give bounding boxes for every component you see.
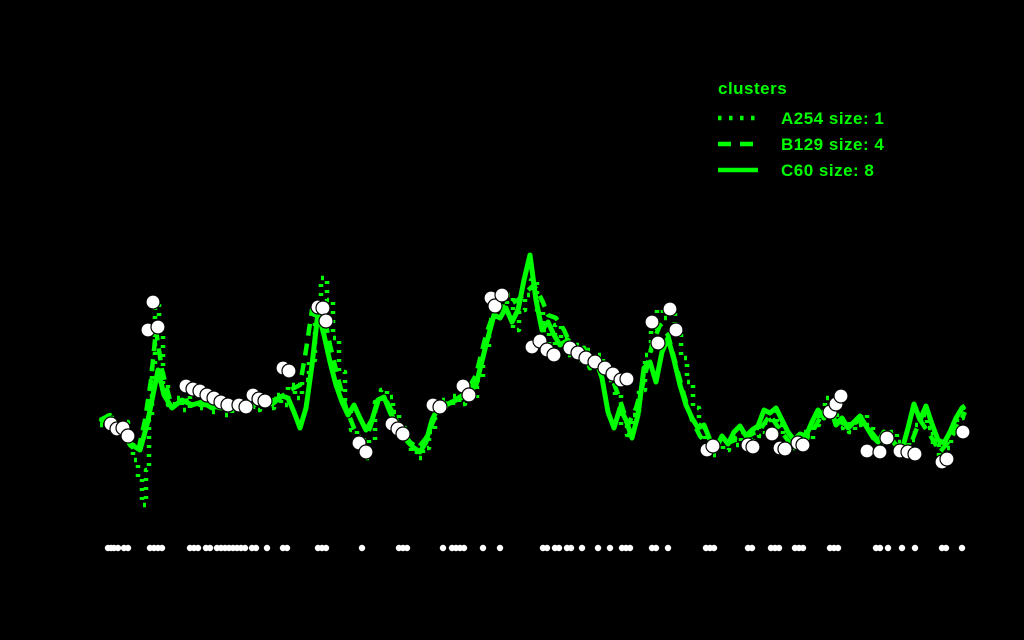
data-point [662, 301, 678, 317]
rug-dot [479, 544, 487, 552]
rug-dot [884, 544, 892, 552]
rug-dot [124, 544, 132, 552]
rug-dot [543, 544, 551, 552]
data-point [907, 446, 923, 462]
rug-dot [834, 544, 842, 552]
rug-dot [252, 544, 260, 552]
legend-item-b129: B129 size: 4 [716, 131, 884, 157]
rug-dot [114, 544, 122, 552]
data-point [494, 287, 510, 303]
rug-dot [799, 544, 807, 552]
rug-dot [194, 544, 202, 552]
data-point [281, 363, 297, 379]
rug-dot [358, 544, 366, 552]
data-point [872, 444, 888, 460]
legend-item-label: A254 size: 1 [781, 108, 885, 128]
rug-dot [206, 544, 214, 552]
data-point [619, 371, 635, 387]
data-point [644, 314, 660, 330]
data-point [777, 441, 793, 457]
data-point [795, 437, 811, 453]
rug-dot [241, 544, 249, 552]
rug-dot [555, 544, 563, 552]
data-point [546, 347, 562, 363]
rug-dot [748, 544, 756, 552]
data-point [120, 428, 136, 444]
legend-item-label: B129 size: 4 [781, 134, 885, 154]
data-point [764, 426, 780, 442]
rug-dot [439, 544, 447, 552]
data-point [955, 424, 971, 440]
dotted-line-key-icon [718, 115, 758, 121]
data-point [318, 313, 334, 329]
rug-layer [104, 544, 966, 552]
rug-dot [710, 544, 718, 552]
data-point [879, 430, 895, 446]
data-point [358, 444, 374, 460]
series-layer [98, 252, 968, 508]
rug-dot [496, 544, 504, 552]
rug-dot [403, 544, 411, 552]
rug-dot [626, 544, 634, 552]
data-point [705, 438, 721, 454]
rug-dot [322, 544, 330, 552]
data-point [859, 443, 875, 459]
legend: clusters A254 size: 1 B129 size: 4 C60 s… [716, 80, 884, 183]
data-point [487, 298, 503, 314]
rug-dot [775, 544, 783, 552]
legend-item-a254: A254 size: 1 [716, 105, 884, 131]
data-point [395, 426, 411, 442]
rug-dot [460, 544, 468, 552]
data-point [833, 388, 849, 404]
data-point [238, 399, 254, 415]
data-point [257, 393, 273, 409]
data-point [150, 319, 166, 335]
rug-dot [958, 544, 966, 552]
rug-dot [664, 544, 672, 552]
data-point [668, 322, 684, 338]
data-point [432, 399, 448, 415]
series-line-a254 [100, 275, 966, 508]
rug-dot [283, 544, 291, 552]
legend-title: clusters [718, 79, 788, 98]
rug-dot [911, 544, 919, 552]
rug-dot [898, 544, 906, 552]
solid-line-key-icon [718, 167, 758, 173]
data-point [650, 335, 666, 351]
scatter-layer [103, 287, 971, 470]
data-point [461, 387, 477, 403]
rug-dot [567, 544, 575, 552]
rug-dot [158, 544, 166, 552]
data-point [315, 300, 331, 316]
rug-dot [606, 544, 614, 552]
rug-dot [594, 544, 602, 552]
legend-item-label: C60 size: 8 [781, 160, 875, 180]
data-point [939, 451, 955, 467]
data-point [745, 439, 761, 455]
rug-dot [263, 544, 271, 552]
rug-dot [942, 544, 950, 552]
dashed-line-key-icon [718, 141, 758, 147]
legend-item-c60: C60 size: 8 [716, 157, 884, 183]
rug-dot [876, 544, 884, 552]
rug-dot [578, 544, 586, 552]
rug-dot [652, 544, 660, 552]
data-point [145, 294, 161, 310]
